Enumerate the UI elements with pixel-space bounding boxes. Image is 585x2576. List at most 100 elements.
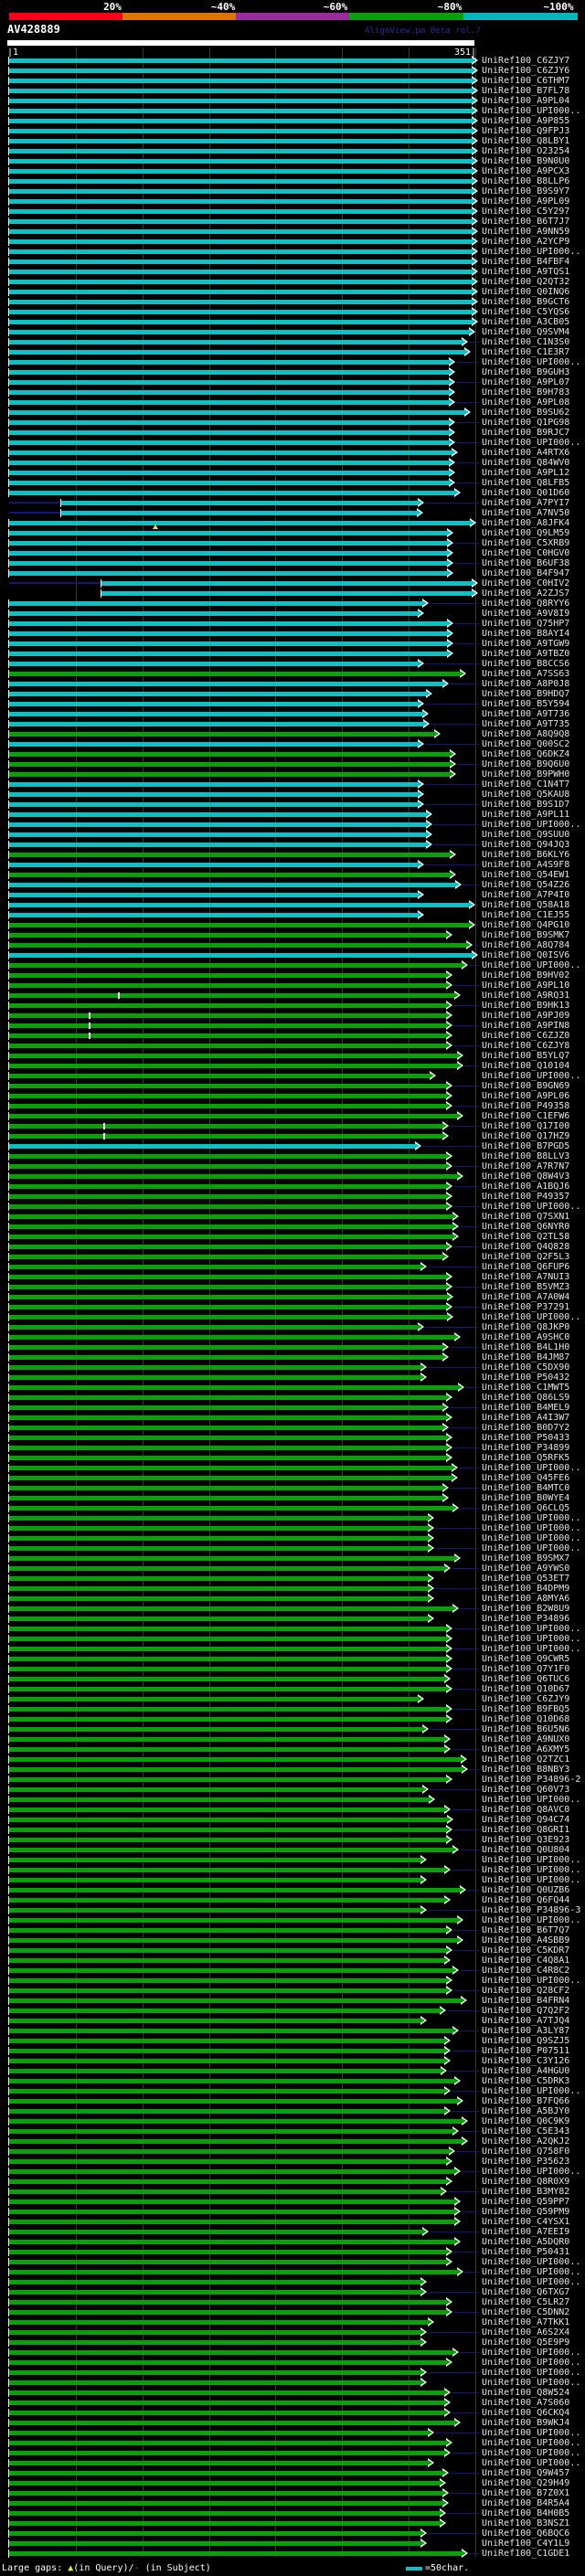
hit-bar[interactable] — [9, 2340, 420, 2345]
hit-bar[interactable] — [9, 1124, 442, 1129]
hit-bar[interactable] — [9, 953, 472, 958]
hit-label[interactable]: UniRef100_P34896-2 — [482, 1775, 581, 1785]
hit-bar[interactable] — [9, 300, 472, 304]
hit-label[interactable]: UniRef100_Q8GRI1 — [482, 1825, 570, 1835]
hit-bar[interactable] — [9, 481, 449, 485]
hit-label[interactable]: UniRef100_A8Q784 — [482, 940, 570, 950]
hit-label[interactable]: UniRef100_A9V8I9 — [482, 609, 570, 619]
hit-label[interactable]: UniRef100_Q1PG98 — [482, 418, 570, 428]
hit-bar[interactable] — [9, 2059, 444, 2063]
hit-bar[interactable] — [9, 1395, 446, 1400]
hit-label[interactable]: UniRef100_C6ZJZ0 — [482, 1031, 570, 1041]
hit-bar[interactable] — [9, 2511, 440, 2516]
hit-bar[interactable] — [9, 1697, 418, 1701]
hit-bar[interactable] — [9, 1355, 442, 1360]
hit-label[interactable]: UniRef100_Q17HZ9 — [482, 1131, 570, 1141]
hit-label[interactable]: UniRef100_Q9SUU0 — [482, 830, 570, 840]
hit-bar[interactable] — [61, 501, 418, 505]
hit-bar[interactable] — [9, 350, 464, 355]
hit-label[interactable]: UniRef100_UPI000.. — [482, 1543, 581, 1553]
hit-bar[interactable] — [9, 983, 446, 988]
hit-label[interactable]: UniRef100_Q9SZJ5 — [482, 2036, 570, 2046]
hit-bar[interactable] — [9, 1998, 461, 2003]
hit-label[interactable]: UniRef100_C5DRK3 — [482, 2076, 570, 2086]
hit-label[interactable]: UniRef100_A2YCP9 — [482, 237, 570, 247]
hit-label[interactable]: UniRef100_Q8AVC0 — [482, 1805, 570, 1815]
hit-label[interactable]: UniRef100_C3Y126 — [482, 2056, 570, 2066]
hit-label[interactable]: UniRef100_B4JM87 — [482, 1352, 570, 1362]
hit-label[interactable]: UniRef100_B9H783 — [482, 387, 570, 398]
hit-label[interactable]: UniRef100_B6U5N6 — [482, 1724, 570, 1734]
hit-label[interactable]: UniRef100_Q28CF2 — [482, 1986, 570, 1996]
hit-bar[interactable] — [9, 2179, 446, 2184]
hit-bar[interactable] — [9, 631, 447, 636]
hit-bar[interactable] — [9, 320, 472, 324]
hit-label[interactable]: UniRef100_Q2QT32 — [482, 277, 570, 287]
hit-label[interactable]: UniRef100_Q0U804 — [482, 1845, 570, 1855]
hit-label[interactable]: UniRef100_B9HK13 — [482, 1001, 570, 1011]
hit-bar[interactable] — [9, 119, 472, 123]
hit-bar[interactable] — [9, 1295, 447, 1299]
hit-bar[interactable] — [9, 933, 446, 938]
hit-bar[interactable] — [9, 2380, 420, 2385]
hit-label[interactable]: UniRef100_Q54Z26 — [482, 880, 570, 890]
hit-label[interactable]: UniRef100_Q8JKP0 — [482, 1322, 570, 1332]
hit-bar[interactable] — [9, 2119, 462, 2124]
hit-label[interactable]: UniRef100_A9SHC0 — [482, 1332, 570, 1342]
hit-label[interactable]: UniRef100_P34896 — [482, 1614, 570, 1624]
hit-bar[interactable] — [9, 1013, 446, 1018]
hit-bar[interactable] — [9, 1335, 454, 1340]
hit-bar[interactable] — [9, 1858, 420, 1862]
hit-label[interactable]: UniRef100_Q6BQC6 — [482, 2528, 570, 2539]
hit-label[interactable]: UniRef100_B9GUH3 — [482, 367, 570, 377]
hit-bar[interactable] — [9, 1415, 446, 1420]
hit-bar[interactable] — [9, 843, 426, 847]
hit-label[interactable]: UniRef100_A9T736 — [482, 709, 570, 719]
hit-label[interactable]: UniRef100_B9HV02 — [482, 970, 570, 981]
hit-label[interactable]: UniRef100_A8MYA6 — [482, 1594, 570, 1604]
hit-label[interactable]: UniRef100_Q54EW1 — [482, 870, 570, 880]
hit-label[interactable]: UniRef100_UPI000.. — [482, 1976, 581, 1986]
hit-bar[interactable] — [9, 1446, 446, 1450]
hit-label[interactable]: UniRef100_Q9W457 — [482, 2468, 570, 2478]
hit-bar[interactable] — [9, 2471, 442, 2475]
hit-label[interactable]: UniRef100_Q17I00 — [482, 1121, 570, 1131]
hit-bar[interactable] — [9, 2099, 457, 2104]
hit-label[interactable]: UniRef100_B8NBY3 — [482, 1765, 570, 1775]
hit-bar[interactable] — [9, 1546, 428, 1551]
hit-bar[interactable] — [9, 1667, 446, 1671]
hit-label[interactable]: UniRef100_A9NUX0 — [482, 1734, 570, 1744]
hit-bar[interactable] — [9, 1064, 457, 1068]
hit-bar[interactable] — [9, 1868, 444, 1872]
hit-label[interactable]: UniRef100_C5XRB9 — [482, 538, 570, 548]
hit-label[interactable]: UniRef100_B9GN69 — [482, 1081, 570, 1091]
hit-bar[interactable] — [9, 270, 472, 274]
hit-label[interactable]: UniRef100_UPI000.. — [482, 1865, 581, 1875]
hit-bar[interactable] — [9, 1908, 420, 1913]
hit-label[interactable]: UniRef100_C1MWT5 — [482, 1383, 570, 1393]
hit-label[interactable]: UniRef100_B4FBF4 — [482, 257, 570, 267]
hit-bar[interactable] — [9, 1285, 446, 1289]
hit-label[interactable]: UniRef100_Q2TL58 — [482, 1232, 570, 1242]
hit-bar[interactable] — [9, 1606, 452, 1611]
hit-bar[interactable] — [9, 782, 418, 787]
hit-label[interactable]: UniRef100_Q6TUC6 — [482, 1674, 570, 1684]
hit-bar[interactable] — [9, 1426, 442, 1430]
hit-label[interactable]: UniRef100_B2W8U9 — [482, 1604, 570, 1614]
hit-bar[interactable] — [9, 1828, 446, 1832]
hit-bar[interactable] — [9, 2019, 420, 2023]
hit-bar[interactable] — [9, 601, 422, 606]
hit-label[interactable]: UniRef100_Q2TZC1 — [482, 1754, 570, 1765]
hit-bar[interactable] — [9, 2280, 420, 2284]
hit-label[interactable]: UniRef100_Q9LM59 — [482, 528, 570, 538]
hit-label[interactable]: UniRef100_C1E3R7 — [482, 347, 570, 357]
hit-bar[interactable] — [9, 209, 472, 214]
hit-label[interactable]: UniRef100_Q758F0 — [482, 2147, 570, 2157]
hit-label[interactable]: UniRef100_Q8W4V3 — [482, 1171, 570, 1182]
hit-bar[interactable] — [9, 1516, 428, 1521]
hit-label[interactable]: UniRef100_UPI000.. — [482, 1523, 581, 1533]
hit-label[interactable]: UniRef100_A9TBZ0 — [482, 649, 570, 659]
hit-bar[interactable] — [9, 370, 449, 375]
hit-bar[interactable] — [9, 1536, 428, 1541]
hit-bar[interactable] — [9, 2411, 444, 2415]
